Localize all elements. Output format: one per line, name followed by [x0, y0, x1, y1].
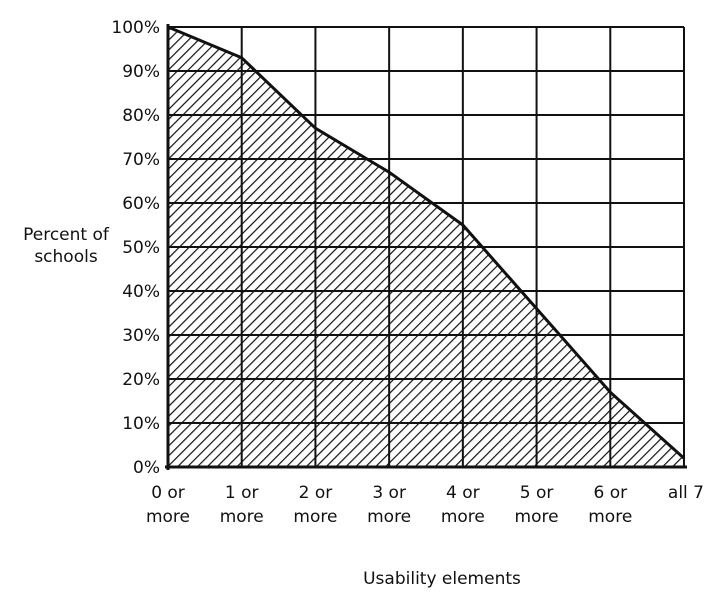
x-axis-label: Usability elements — [363, 569, 521, 589]
x-tick-label: 0 or — [151, 483, 185, 503]
grid-layer — [165, 24, 687, 470]
y-axis-label-line-1: Percent of — [23, 225, 110, 245]
y-tick-layer: 0% 10% 20% 30% 40% 50% 60% 70% 80% 90% 100% — [111, 18, 160, 478]
x-tick-label: 3 or — [372, 483, 406, 503]
y-tick-label: 80% — [122, 106, 160, 126]
y-tick-label: 60% — [122, 194, 160, 214]
x-tick-label: 5 or — [520, 483, 554, 503]
x-tick-label: 4 or — [446, 483, 480, 503]
y-axis-label-line-2: schools — [34, 247, 98, 267]
y-tick-label: 70% — [122, 150, 160, 170]
y-tick-label: 90% — [122, 62, 160, 82]
y-tick-label: 40% — [122, 282, 160, 302]
x-tick-label: more — [293, 507, 337, 527]
y-tick-label: 30% — [122, 326, 160, 346]
y-tick-label: 50% — [122, 238, 160, 258]
x-tick-label: 6 or — [593, 483, 627, 503]
y-tick-label: 0% — [133, 458, 160, 478]
x-tick-label: more — [441, 507, 485, 527]
x-tick-label: more — [515, 507, 559, 527]
x-tick-label: more — [367, 507, 411, 527]
x-tick-label: 1 or — [225, 483, 259, 503]
x-tick-label: all 7 — [668, 483, 704, 503]
x-tick-layer: 0 or more 1 or more 2 or more 3 or more 4 or more… — [146, 483, 704, 527]
y-tick-label: 10% — [122, 414, 160, 434]
x-tick-label: 2 or — [299, 483, 333, 503]
x-tick-label: more — [146, 507, 190, 527]
y-tick-label: 100% — [111, 18, 160, 38]
series-line — [167, 25, 686, 460]
y-tick-label: 20% — [122, 370, 160, 390]
x-tick-label: more — [588, 507, 632, 527]
x-tick-label: more — [220, 507, 264, 527]
